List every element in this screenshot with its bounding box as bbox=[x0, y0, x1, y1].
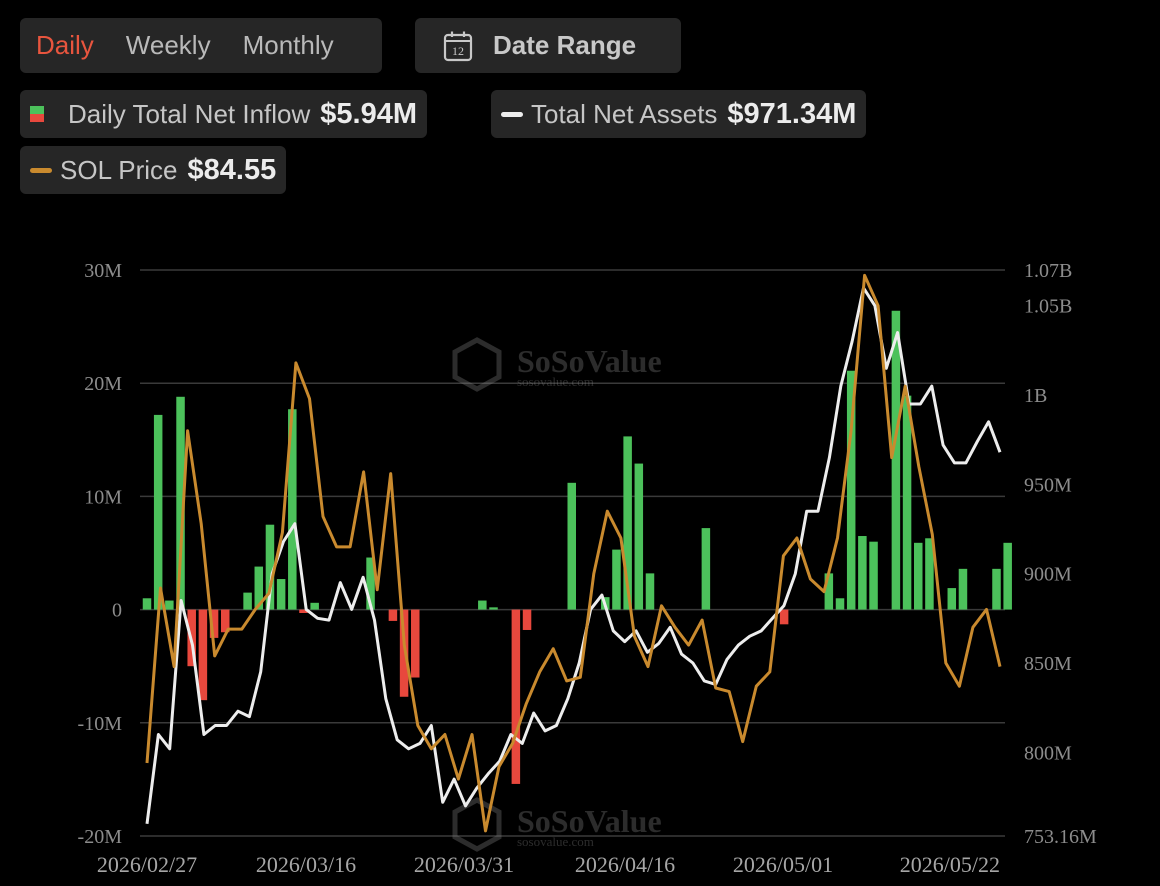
inflow-bar bbox=[634, 463, 644, 610]
tab-monthly[interactable]: Monthly bbox=[242, 30, 334, 60]
right-tick-label: 800M bbox=[1024, 742, 1072, 764]
left-tick-label: 30M bbox=[84, 260, 122, 282]
inflow-bar bbox=[489, 607, 498, 610]
legend-inflow-value: $5.94M bbox=[320, 97, 418, 130]
inflow-bar bbox=[388, 609, 398, 621]
right-tick-label: 900M bbox=[1024, 564, 1072, 586]
right-tick-label: 1.07B bbox=[1024, 260, 1072, 282]
inflow-bar bbox=[142, 598, 152, 610]
legend-price[interactable]: SOL Price $84.55 bbox=[20, 146, 287, 194]
inflow-bar bbox=[925, 538, 934, 610]
calendar-icon-day: 12 bbox=[452, 44, 464, 58]
x-tick-label: 2026/03/31 bbox=[414, 852, 514, 877]
inflow-bar bbox=[411, 609, 420, 678]
calendar-icon: 12 bbox=[443, 31, 473, 61]
period-tabs: Daily Weekly Monthly bbox=[20, 18, 382, 73]
assets-line bbox=[145, 286, 1002, 824]
svg-text:SoSoValue: SoSoValue bbox=[517, 803, 662, 839]
x-tick-label: 2026/02/27 bbox=[97, 852, 197, 877]
inflow-bar bbox=[511, 609, 521, 784]
inflow-bars bbox=[142, 310, 1012, 784]
right-tick-label: 1B bbox=[1024, 385, 1047, 407]
svg-text:SoSoValue: SoSoValue bbox=[517, 343, 662, 379]
inflow-bar bbox=[254, 566, 264, 610]
legend-price-label: SOL Price bbox=[60, 154, 178, 185]
inflow-bar bbox=[992, 568, 1001, 610]
watermark-logo: SoSoValue sosovalue.com bbox=[452, 337, 662, 392]
inflow-bar bbox=[891, 310, 901, 610]
inflow-bar bbox=[165, 600, 174, 610]
x-tick-label: 2026/03/16 bbox=[256, 852, 356, 877]
inflow-bar bbox=[198, 609, 208, 701]
inflow-bar bbox=[1003, 542, 1012, 610]
inflow-bar bbox=[902, 395, 912, 610]
inflow-bar bbox=[153, 414, 163, 610]
right-tick-label: 850M bbox=[1024, 653, 1072, 675]
legend-inflow-label: Daily Total Net Inflow bbox=[68, 98, 311, 129]
right-tick-label: 753.16M bbox=[1024, 826, 1097, 848]
inflow-bar bbox=[220, 609, 230, 633]
right-tick-label: 950M bbox=[1024, 474, 1072, 496]
inflow-bar bbox=[209, 609, 219, 638]
legend-inflow[interactable]: Daily Total Net Inflow $5.94M bbox=[20, 90, 428, 138]
inflow-bar bbox=[299, 609, 308, 613]
inflow-bar bbox=[623, 436, 632, 610]
date-range-button[interactable]: 12 Date Range bbox=[415, 18, 681, 73]
legend-assets-value: $971.34M bbox=[727, 97, 857, 130]
svg-text:sosovalue.com: sosovalue.com bbox=[517, 834, 594, 849]
right-tick-label: 1.05B bbox=[1024, 296, 1072, 318]
right-axis: 1.07B 1.05B 1B 950M 900M 850M 800M 753.16M bbox=[1024, 260, 1097, 848]
inflow-bar bbox=[645, 573, 655, 610]
inflow-bar bbox=[288, 409, 297, 610]
inflow-bar bbox=[399, 609, 409, 697]
inflow-bar bbox=[366, 557, 375, 610]
price-line bbox=[145, 273, 1002, 833]
inflow-bar bbox=[958, 568, 968, 610]
inflow-bar bbox=[858, 536, 867, 610]
inflow-bar bbox=[567, 482, 576, 610]
inflow-bar bbox=[779, 609, 789, 625]
watermarks: SoSoValue sosovalue.com SoSoValue sosova… bbox=[452, 337, 662, 852]
left-axis: 30M 20M 10M 0 -10M -20M bbox=[78, 260, 123, 848]
legend-assets[interactable]: Total Net Assets $971.34M bbox=[491, 90, 867, 138]
legend-price-value: $84.55 bbox=[187, 153, 277, 186]
inflow-bar bbox=[846, 370, 856, 610]
x-axis: 2026/02/27 2026/03/16 2026/03/31 2026/04/16… bbox=[97, 852, 1000, 877]
date-range-label: Date Range bbox=[493, 30, 637, 60]
tab-daily[interactable]: Daily bbox=[36, 30, 94, 60]
left-tick-label: 20M bbox=[84, 373, 122, 395]
x-tick-label: 2026/05/22 bbox=[900, 852, 1000, 877]
left-tick-label: 10M bbox=[84, 486, 122, 508]
tab-weekly[interactable]: Weekly bbox=[125, 30, 211, 60]
inflow-bar bbox=[176, 396, 185, 610]
inflow-bar bbox=[701, 528, 711, 610]
legend-assets-label: Total Net Assets bbox=[531, 98, 718, 129]
left-tick-label: -10M bbox=[78, 713, 123, 735]
price-swatch-icon bbox=[30, 167, 52, 173]
inflow-bar bbox=[947, 588, 957, 610]
inflow-bar bbox=[824, 573, 834, 610]
left-tick-label: -20M bbox=[78, 826, 123, 848]
inflow-bar bbox=[869, 541, 878, 610]
inflow-bar bbox=[835, 598, 845, 610]
x-tick-label: 2026/05/01 bbox=[733, 852, 833, 877]
x-tick-label: 2026/04/16 bbox=[575, 852, 675, 877]
svg-text:sosovalue.com: sosovalue.com bbox=[517, 374, 594, 389]
left-tick-label: 0 bbox=[112, 600, 122, 622]
inflow-bar bbox=[310, 602, 319, 610]
assets-swatch-icon bbox=[501, 111, 523, 117]
inflow-bar bbox=[914, 542, 923, 610]
inflow-bar bbox=[276, 579, 286, 610]
inflow-bar bbox=[612, 549, 621, 610]
inflow-bar bbox=[265, 524, 275, 610]
inflow-bar bbox=[522, 609, 532, 630]
inflow-bar bbox=[243, 592, 252, 610]
inflow-bar bbox=[478, 600, 487, 610]
watermark-logo: SoSoValue sosovalue.com bbox=[452, 797, 662, 852]
inflow-swatch-icon bbox=[30, 106, 44, 122]
